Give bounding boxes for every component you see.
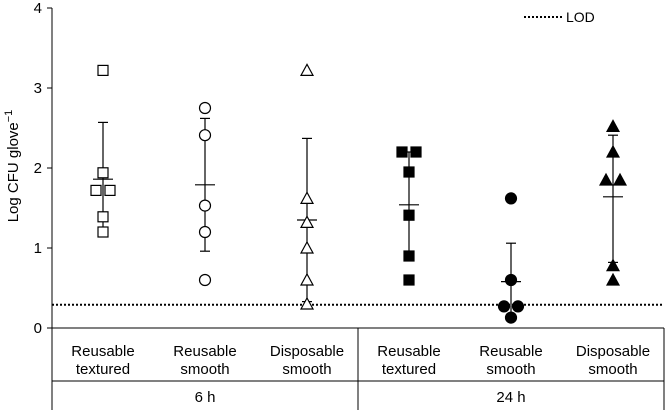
category-label-3-line2: textured: [382, 361, 436, 378]
category-label-2-line2: smooth: [282, 361, 331, 378]
data-point-3-1_41-0: [403, 209, 415, 221]
category-label-4-line1: Reusable: [479, 343, 542, 360]
legend: LOD: [524, 9, 595, 25]
data-point-1-2_75-0: [198, 101, 212, 115]
data-point-1-1_20-0: [198, 225, 212, 239]
data-point-4-0_27-0: [497, 300, 511, 313]
group-label-0: 6 h: [195, 389, 216, 406]
error-bars: [93, 117, 623, 321]
group-label-1: 24 h: [496, 389, 525, 406]
data-point-5-0_78-0: [605, 258, 621, 272]
x-axis-category-box: ReusabletexturedReusablesmoothDisposable…: [51, 327, 665, 410]
category-label-5-line1: Disposable: [576, 343, 650, 360]
data-point-0-1_39-0: [97, 211, 109, 223]
y-axis: 0 1 2 3 4: [34, 0, 53, 337]
data-point-4-1_62-0: [504, 192, 518, 205]
data-point-4-0_60-0: [504, 273, 518, 287]
data-point-2-1_00-0: [299, 240, 315, 254]
data-point-4-0_13-0: [504, 311, 518, 324]
data-point-3-2_20-0: [396, 146, 408, 158]
data-point-2-1_32-0: [299, 215, 315, 228]
data-point-2-0_60-0: [299, 272, 315, 286]
data-point-0-1_94-0: [97, 167, 109, 179]
category-label-0-line2: textured: [76, 361, 130, 378]
legend-lod-label: LOD: [566, 9, 595, 25]
y-axis-label-superscript: −1: [3, 110, 15, 123]
data-point-3-0_90-0: [403, 250, 415, 262]
data-point-5-0_60-0: [605, 272, 621, 286]
y-tick-label-4: 4: [34, 0, 42, 17]
data-point-3-0_60-0: [403, 274, 415, 286]
data-point-4-0_27-1: [511, 300, 525, 313]
category-label-2-line1: Disposable: [270, 343, 344, 360]
data-point-0-1_72-0: [90, 184, 102, 196]
y-tick-label-2: 2: [34, 160, 42, 177]
data-point-5-1_85-0: [598, 172, 614, 186]
data-point-1-0_60-0: [198, 273, 212, 287]
data-point-2-1_62-0: [299, 191, 315, 204]
data-point-0-1_20-0: [97, 226, 109, 238]
data-point-2-3_22-0: [299, 63, 315, 77]
category-label-3-line1: Reusable: [377, 343, 440, 360]
category-label-1-line2: smooth: [180, 361, 229, 378]
category-label-1-line1: Reusable: [173, 343, 236, 360]
data-point-5-2_20-0: [605, 144, 621, 158]
y-axis-label: Log CFU glove−1: [3, 110, 22, 223]
data-point-1-1_53-0: [198, 199, 212, 212]
y-tick-label-0: 0: [34, 320, 42, 337]
y-axis-label-text: Log CFU glove: [5, 122, 22, 222]
data-point-5-1_85-1: [612, 172, 628, 186]
data-point-0-1_72-1: [104, 184, 116, 196]
data-point-1-2_41-0: [198, 129, 212, 142]
y-tick-label-1: 1: [34, 240, 42, 257]
data-points: [90, 63, 628, 324]
data-point-3-1_95-0: [403, 166, 415, 178]
y-tick-label-3: 3: [34, 80, 42, 97]
data-point-0-3_22-0: [97, 64, 109, 77]
data-point-3-2_20-1: [410, 146, 422, 158]
category-label-4-line2: smooth: [486, 361, 535, 378]
data-point-2-0_30-0: [299, 296, 315, 310]
category-label-0-line1: Reusable: [71, 343, 134, 360]
data-point-5-2_52-0: [605, 119, 621, 132]
category-label-5-line2: smooth: [588, 361, 637, 378]
